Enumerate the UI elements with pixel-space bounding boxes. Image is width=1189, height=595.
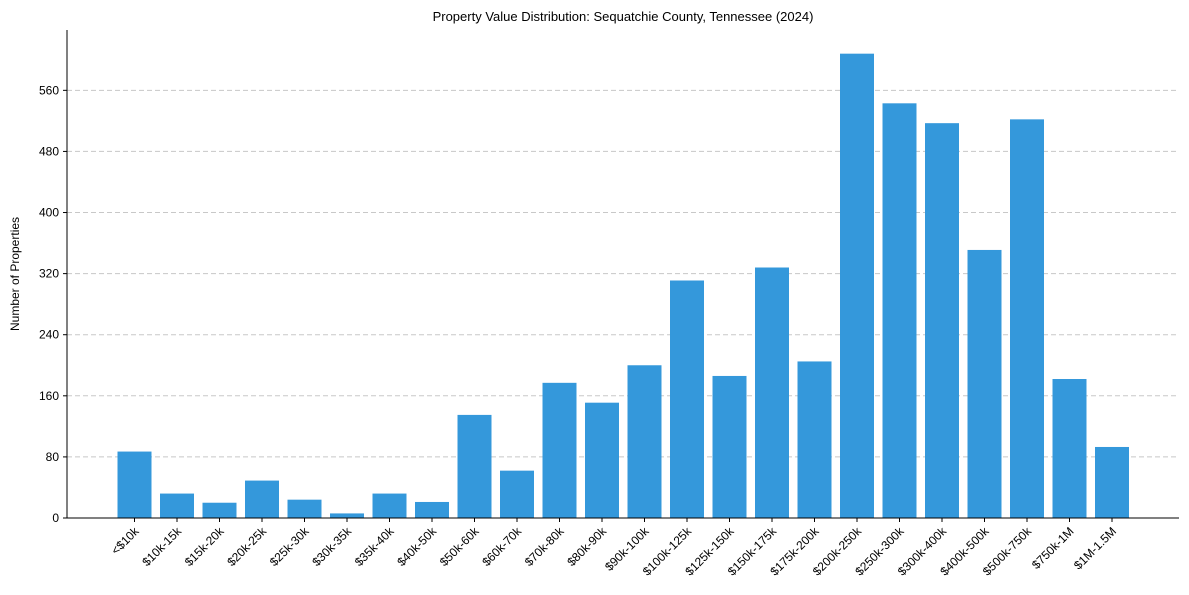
bar-21: [967, 249, 1002, 518]
y-tick-label: 0: [52, 511, 59, 525]
bar-18: [840, 53, 874, 518]
bar-10: [500, 470, 534, 518]
bar-22: [1010, 119, 1044, 518]
y-tick-label: 320: [39, 267, 59, 281]
x-tick-label: $40k-50k: [394, 524, 440, 570]
bar-6: [330, 513, 364, 518]
chart-title: Property Value Distribution: Sequatchie …: [433, 9, 814, 24]
x-tick-label: $30k-35k: [309, 524, 355, 570]
x-tick-label: <$10k: [108, 524, 142, 558]
x-tick-label: $60k-70k: [479, 524, 525, 570]
bar-11: [542, 382, 577, 518]
x-tick-label: $1M-1.5M: [1071, 524, 1119, 572]
bar-15: [712, 375, 747, 518]
bar-1: [117, 451, 152, 518]
y-tick-label: 160: [39, 389, 59, 403]
bar-20: [925, 123, 959, 518]
bar-24: [1095, 446, 1129, 518]
x-tick-label: $750k-1M: [1029, 524, 1077, 572]
x-tick-label: $50k-60k: [437, 524, 483, 570]
y-tick-label: 400: [39, 206, 59, 220]
bar-12: [585, 402, 619, 518]
x-ticks: <$10k$10k-15k$15k-20k$20k-25k$25k-30k$30…: [108, 518, 1119, 578]
y-tick-label: 480: [39, 144, 59, 158]
y-tick-label: 240: [39, 328, 59, 342]
bar-13: [627, 365, 662, 518]
bar-19: [882, 103, 917, 519]
bar-7: [372, 493, 407, 518]
bar-17: [797, 361, 832, 518]
bar-8: [415, 501, 449, 518]
x-tick-label: $35k-40k: [352, 524, 398, 570]
bar-23: [1052, 379, 1087, 518]
bar-3: [202, 502, 237, 518]
x-tick-label: $10k-15k: [139, 524, 185, 570]
bars: [117, 53, 1129, 519]
bar-9: [457, 414, 492, 518]
x-tick-label: $20k-25k: [224, 524, 270, 570]
y-tick-label: 560: [39, 83, 59, 97]
bar-5: [287, 499, 322, 518]
grid-lines: [67, 89, 1179, 458]
bar-14: [670, 280, 704, 518]
x-tick-label: $15k-20k: [182, 524, 228, 570]
y-ticks: 0 80 160 240 320 400 480 560: [39, 83, 67, 525]
bar-16: [755, 267, 789, 518]
y-axis-label: Number of Properties: [8, 217, 22, 331]
x-tick-label: $25k-30k: [267, 524, 313, 570]
bar-4: [245, 480, 279, 518]
x-tick-label: $70k-80k: [522, 524, 568, 570]
y-tick-label: 80: [46, 450, 60, 464]
bar-2: [160, 493, 194, 518]
